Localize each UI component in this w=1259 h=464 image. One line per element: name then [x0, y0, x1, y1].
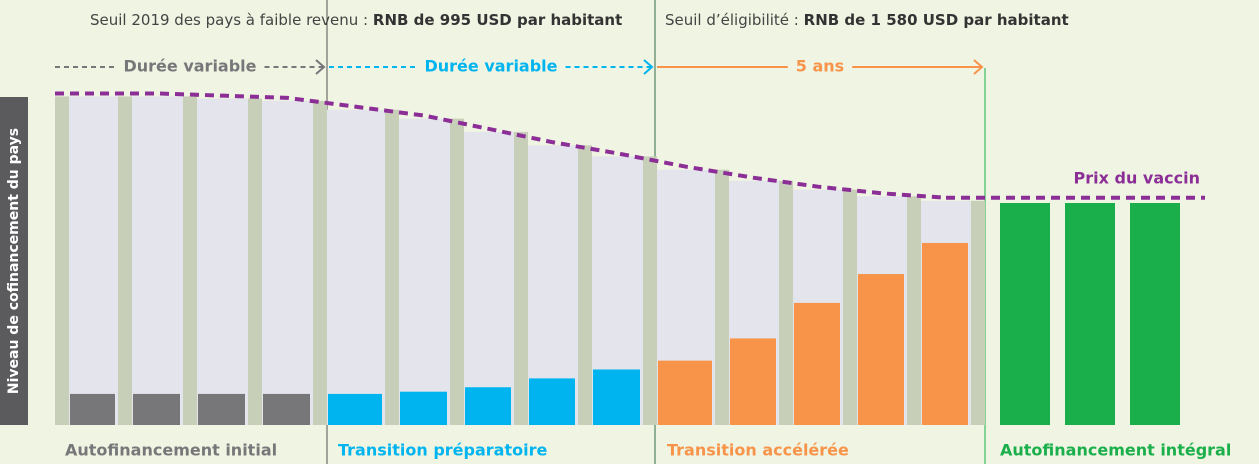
price-slot: [262, 100, 313, 425]
phase-label: Autofinancement initial: [65, 441, 277, 460]
pillar: [385, 109, 399, 425]
pillar: [183, 96, 197, 425]
price-slot: [464, 131, 514, 425]
threshold-text: Seuil d’éligibilité : RNB de 1 580 USD p…: [665, 11, 1069, 29]
pillar: [907, 196, 921, 425]
cofinancing-bar: [858, 274, 904, 425]
price-slot: [197, 98, 248, 425]
cofinancing-bar: [133, 393, 180, 425]
pillar: [971, 200, 985, 425]
price-slot: [399, 118, 450, 425]
price-slot: [69, 96, 118, 425]
threshold-value: RNB de 995 USD par habitant: [373, 11, 622, 29]
pillar: [248, 98, 262, 425]
price-label: Prix du vaccin: [1074, 169, 1200, 188]
cofinancing-bar: [593, 369, 640, 425]
duration-label: Durée variable: [123, 57, 256, 76]
cofinancing-bar: [198, 393, 245, 425]
arrow-head: [315, 59, 326, 75]
threshold-text: Seuil 2019 des pays à faible revenu : RN…: [90, 11, 622, 29]
pillar: [779, 180, 793, 425]
arrow-head: [973, 59, 984, 75]
price-slot: [327, 109, 385, 425]
phase-label: Transition préparatoire: [338, 441, 547, 460]
cofinancing-bar: [70, 393, 115, 425]
y-axis-label: Niveau de cofinancement du pays: [6, 128, 22, 394]
threshold-value: RNB de 1 580 USD par habitant: [804, 11, 1069, 29]
cofinancing-bar: [730, 338, 776, 425]
cofinancing-bar: [263, 393, 310, 425]
threshold-label: Seuil 2019 des pays à faible revenu :: [90, 11, 368, 29]
pillar: [715, 169, 729, 425]
cofinancing-bar: [529, 378, 575, 425]
cofinancing-bar: [1130, 203, 1180, 425]
cofinancing-bar: [1000, 203, 1050, 425]
cofinancing-bar: [922, 242, 968, 425]
cofinancing-bar: [658, 360, 712, 425]
price-curve: [55, 91, 947, 200]
pillar: [643, 156, 657, 425]
arrow-head: [643, 59, 654, 75]
cofinancing-bar: [794, 302, 840, 425]
duration-label: 5 ans: [796, 57, 844, 76]
cofinancing-bar: [328, 393, 382, 425]
threshold-label: Seuil d’éligibilité :: [665, 11, 799, 29]
axis-box: [0, 97, 28, 425]
phase-label: Autofinancement intégral: [1000, 441, 1231, 460]
pillar: [313, 100, 327, 425]
cofinancing-bar: [465, 387, 511, 425]
pillar: [118, 96, 132, 425]
cofinancing-bar: [1065, 203, 1115, 425]
pillar: [843, 189, 857, 425]
price-slot: [132, 96, 183, 425]
pillar: [578, 145, 592, 425]
phase-label: Transition accélérée: [667, 441, 849, 460]
cofinancing-bar: [400, 391, 447, 425]
pillar: [450, 118, 464, 425]
pillar: [55, 96, 69, 425]
duration-label: Durée variable: [424, 57, 557, 76]
pillar: [514, 131, 528, 425]
